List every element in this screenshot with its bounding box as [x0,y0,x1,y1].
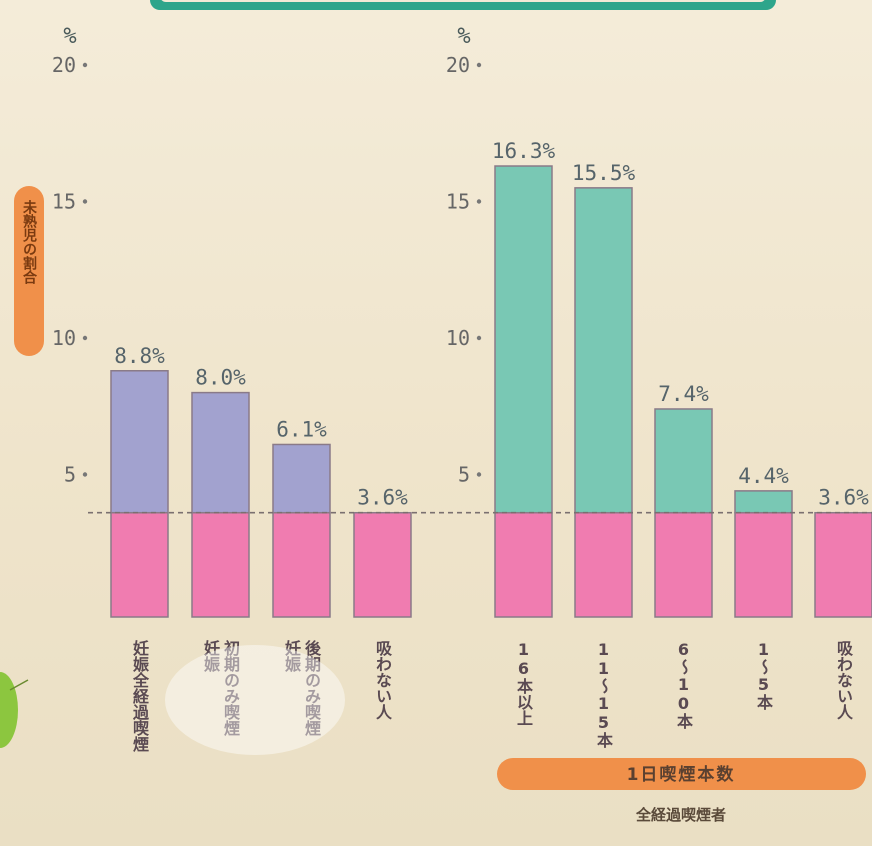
bar-excess-segment [734,490,793,514]
y-tick-dot [476,62,482,68]
data-label: 8.0% [195,366,246,390]
right-chart: 5 10 15 20% 16.3% 16本以上 15.5% 11〜15本 7.4% 6〜10本 4.… [446,24,872,749]
bar-baseline-segment [272,511,331,618]
ylabel-text: 未熟児の割合 [21,199,38,285]
header-band-inner [161,0,765,2]
y-unit-label: % [63,24,76,49]
bar-baseline-segment [654,511,713,618]
y-tick-label: 5 [458,463,470,487]
y-tick-dot [82,199,88,204]
y-tick-label: 5 [64,463,76,487]
y-tick-dot [476,472,482,477]
bar-baseline-segment [110,511,169,618]
category-label: 妊娠 [201,639,220,673]
category-label: 初期のみ喫煙 [221,639,240,737]
header-band [150,0,776,10]
decor-green-shape [0,672,18,748]
bar-baseline-segment [191,511,250,618]
y-tick-dot [82,335,88,341]
group-label: 1日喫煙本数 [627,764,736,785]
decor-green-stem [9,679,29,691]
data-label: 3.6% [357,486,408,510]
y-tick-dot [82,62,88,68]
bar-baseline-segment [574,511,633,618]
category-label: 妊娠 [282,639,301,673]
bar-excess-segment [654,408,713,514]
y-tick-dot [476,199,482,204]
y-tick-label: 10 [52,326,76,350]
y-tick-dot [82,472,88,477]
data-label: 3.6% [818,486,869,510]
bar-excess-segment [191,391,250,514]
bar-excess-segment [110,370,169,514]
bar-baseline-segment [494,511,553,618]
category-label: 11〜15本 [594,640,613,749]
bar-baseline-segment [734,511,793,618]
data-label: 16.3% [492,139,556,163]
category-label: 吸わない人 [373,640,392,720]
data-label: 8.8% [114,344,165,368]
decor-glare [165,645,345,755]
bar-excess-segment [494,165,553,514]
y-tick-dot [476,335,482,341]
group-label-pill [497,758,866,790]
y-tick-label: 10 [446,326,470,350]
bar-excess-segment [272,443,331,514]
category-label: 後期のみ喫煙 [302,639,321,737]
bar-baseline-segment [814,511,872,618]
category-label: 16本以上 [514,640,533,726]
category-label: 1〜5本 [754,640,773,711]
y-tick-label: 20 [52,53,76,77]
data-label: 15.5% [572,161,636,185]
bar-baseline-segment [353,511,412,618]
category-label: 妊娠全経過喫煙 [130,639,150,753]
data-label: 4.4% [738,464,789,488]
category-label: 6〜10本 [674,640,693,730]
category-label: 吸わない人 [834,640,853,720]
bar-excess-segment [574,187,633,514]
data-label: 7.4% [658,382,709,406]
data-label: 6.1% [276,417,327,441]
y-unit-label: % [457,24,470,49]
y-tick-label: 15 [52,190,76,214]
sub-label: 全経過喫煙者 [635,806,726,824]
ylabel-pill [14,186,44,356]
y-tick-label: 20 [446,53,470,77]
y-tick-label: 15 [446,190,470,214]
